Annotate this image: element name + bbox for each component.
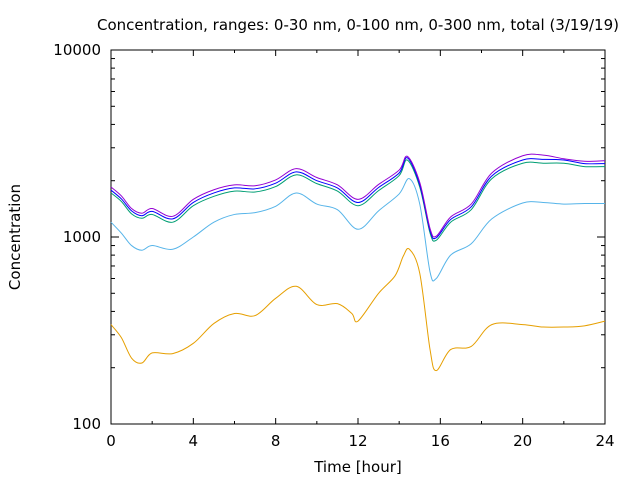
y-tick-label: 10000	[53, 41, 101, 59]
series-line-1	[110, 248, 606, 372]
series-line-5	[110, 153, 606, 238]
x-tick-label: 12	[348, 432, 367, 450]
series-line-4	[110, 157, 606, 240]
x-tick-label: 4	[189, 432, 199, 450]
series-layer	[110, 153, 606, 372]
plot-frame	[110, 49, 606, 425]
series-line-3	[110, 159, 606, 242]
x-tick-label: 0	[106, 432, 116, 450]
y-tick-label: 100	[72, 415, 101, 433]
series-line-2	[110, 178, 606, 282]
x-tick-label: 24	[595, 432, 614, 450]
x-tick-label: 20	[513, 432, 532, 450]
y-axis-label: Concentration	[6, 184, 24, 290]
y-tick-label: 1000	[63, 228, 101, 246]
x-tick-label: 16	[431, 432, 450, 450]
x-axis-label: Time [hour]	[313, 458, 402, 476]
chart-title: Concentration, ranges: 0-30 nm, 0-100 nm…	[97, 16, 619, 34]
axis-ticks: 0 4 8 12 16 20 24 100 1000 10000	[53, 41, 614, 450]
x-tick-label: 8	[271, 432, 281, 450]
